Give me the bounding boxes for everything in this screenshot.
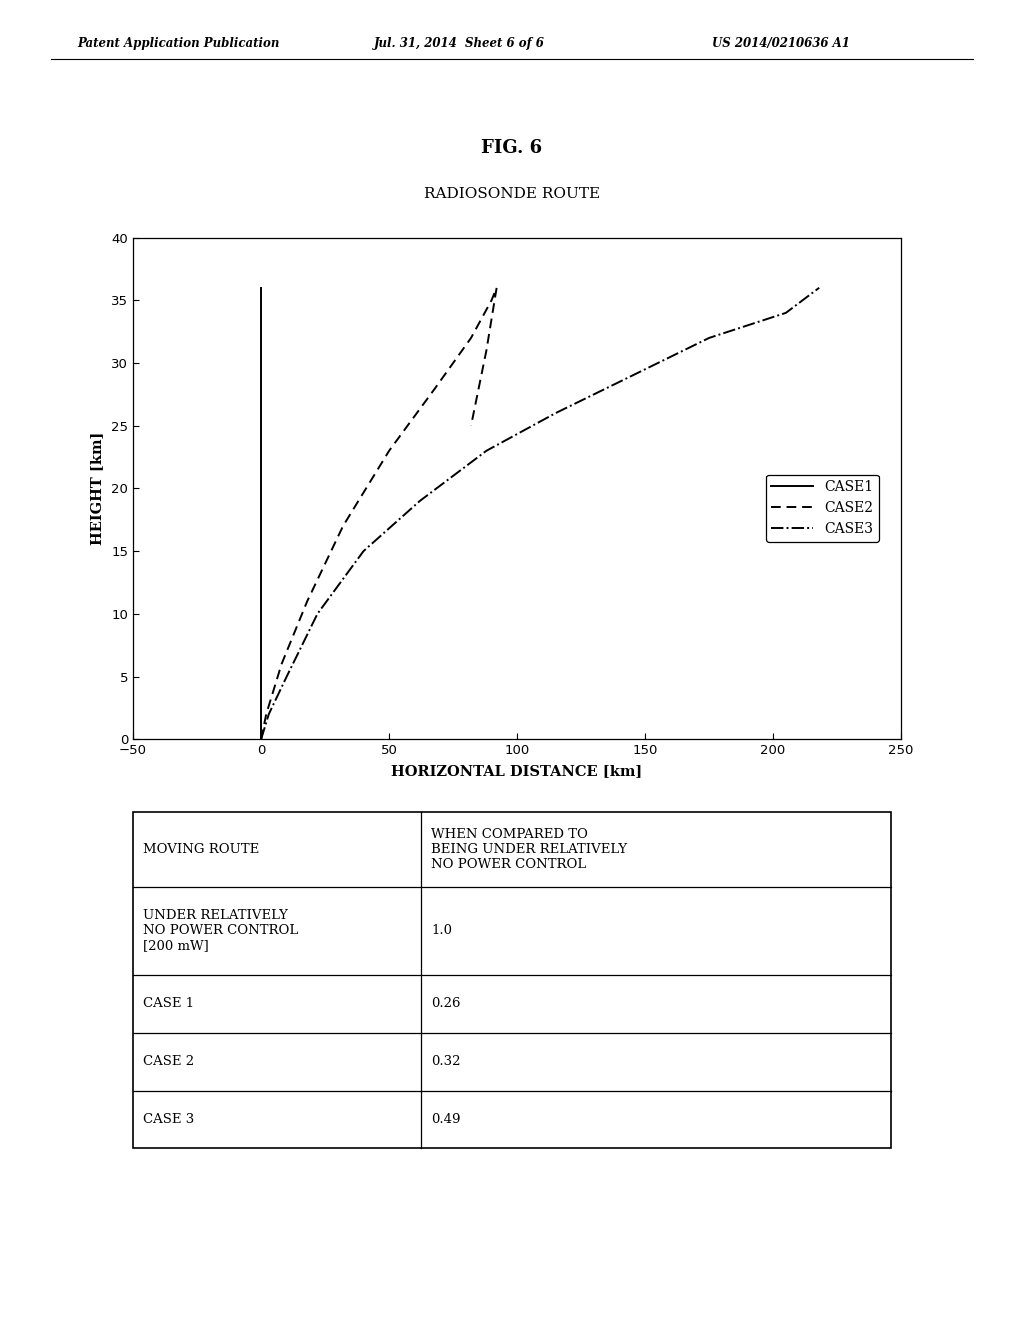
Text: WHEN COMPARED TO
BEING UNDER RELATIVELY
NO POWER CONTROL: WHEN COMPARED TO BEING UNDER RELATIVELY … (431, 828, 628, 871)
Text: MOVING ROUTE: MOVING ROUTE (143, 842, 260, 855)
CASE3 (702, 330, 715, 346)
Text: Patent Application Publication: Patent Application Publication (77, 37, 280, 50)
CASE2 (485, 292, 498, 308)
Legend: CASE1, CASE2, CASE3: CASE1, CASE2, CASE3 (766, 475, 879, 541)
CASE2 (490, 280, 503, 296)
Text: US 2014/0210636 A1: US 2014/0210636 A1 (712, 37, 850, 50)
Line: CASE3: CASE3 (261, 288, 819, 739)
CASE3 (414, 492, 426, 508)
CASE3 (549, 405, 561, 421)
CASE2 (260, 706, 272, 722)
Text: 0.26: 0.26 (431, 998, 461, 1010)
Text: CASE 3: CASE 3 (143, 1113, 195, 1126)
CASE3 (357, 544, 370, 560)
CASE2 (465, 330, 477, 346)
CASE3 (480, 444, 493, 459)
Text: 0.49: 0.49 (431, 1113, 461, 1126)
Text: CASE 1: CASE 1 (143, 998, 195, 1010)
FancyBboxPatch shape (133, 812, 891, 1148)
Text: CASE 2: CASE 2 (143, 1055, 195, 1068)
CASE3 (311, 606, 324, 622)
Line: CASE2: CASE2 (261, 288, 497, 739)
Text: Jul. 31, 2014  Sheet 6 of 6: Jul. 31, 2014 Sheet 6 of 6 (374, 37, 545, 50)
CASE2 (480, 342, 493, 358)
CASE2 (301, 594, 313, 610)
CASE3 (780, 305, 793, 321)
Text: FIG. 6: FIG. 6 (481, 139, 543, 157)
Y-axis label: HEIGHT [km]: HEIGHT [km] (90, 432, 104, 545)
Text: 1.0: 1.0 (431, 924, 453, 937)
Text: 0.32: 0.32 (431, 1055, 461, 1068)
CASE2 (337, 517, 349, 533)
CASE3 (262, 706, 274, 722)
CASE3 (255, 731, 267, 747)
CASE3 (626, 367, 639, 383)
CASE2 (255, 731, 267, 747)
CASE2 (465, 417, 477, 433)
Text: UNDER RELATIVELY
NO POWER CONTROL
[200 mW]: UNDER RELATIVELY NO POWER CONTROL [200 m… (143, 909, 299, 952)
X-axis label: HORIZONTAL DISTANCE [km]: HORIZONTAL DISTANCE [km] (391, 764, 643, 777)
CASE2 (275, 656, 288, 672)
CASE3 (281, 668, 293, 684)
CASE3 (813, 280, 825, 296)
Text: RADIOSONDE ROUTE: RADIOSONDE ROUTE (424, 187, 600, 202)
CASE2 (429, 380, 441, 396)
CASE2 (383, 444, 395, 459)
